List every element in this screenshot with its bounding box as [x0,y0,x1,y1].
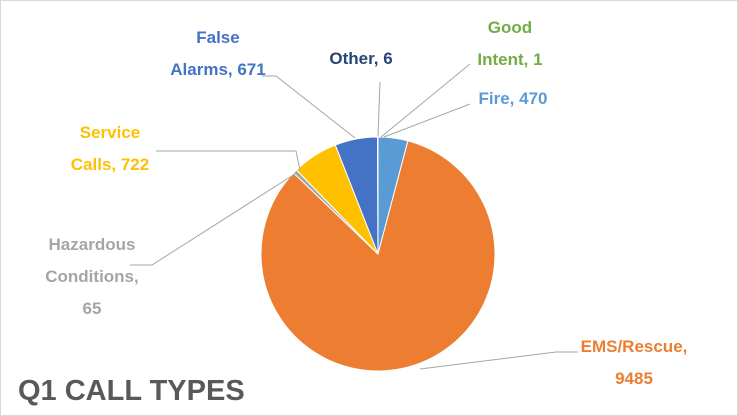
leader-line [262,75,356,139]
leader-line [383,103,471,138]
leader-line [377,81,381,138]
data-label: EMS/Rescue, 9485 [581,337,688,388]
data-label: Service Calls, 722 [71,123,149,174]
chart-title: Q1 CALL TYPES [18,375,245,407]
leader-line [156,150,301,171]
leader-line [130,171,299,266]
data-label: False Alarms, 671 [170,28,265,79]
leader-line [380,63,471,138]
data-label: Good Intent, 1 [477,18,542,69]
data-label: Other, 6 [329,49,392,68]
data-label: Hazardous Conditions, 65 [45,235,138,318]
data-label: Fire, 470 [479,89,548,108]
leader-line [419,351,578,370]
